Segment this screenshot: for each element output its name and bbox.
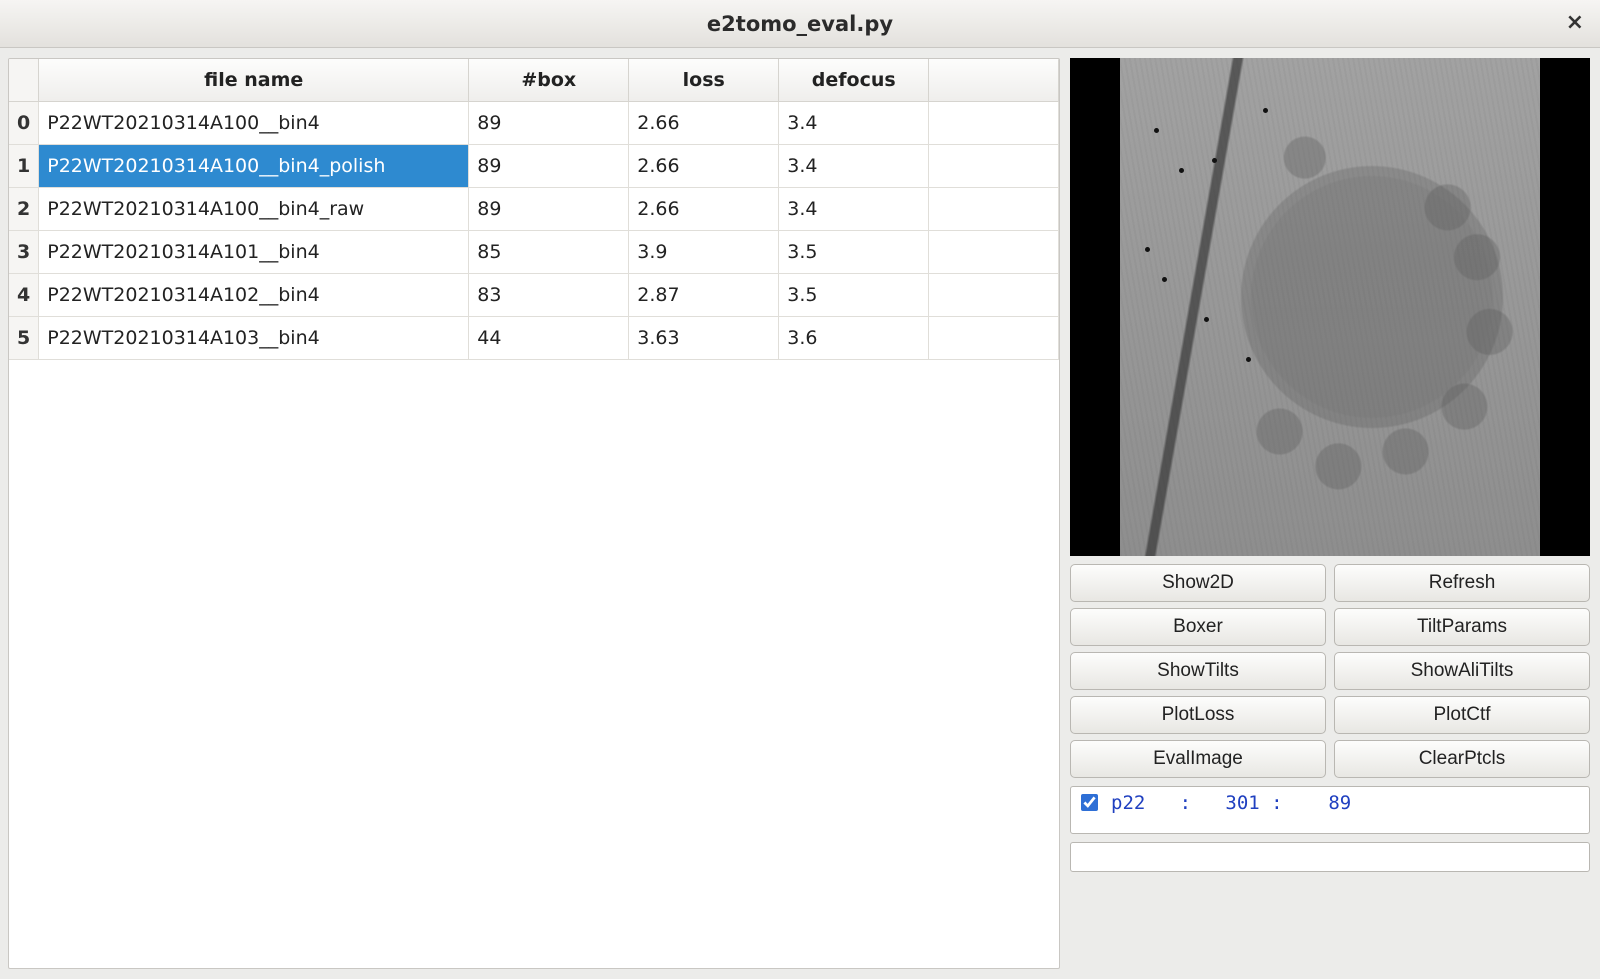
cell-filename[interactable]: P22WT20210314A103__bin4 bbox=[39, 317, 469, 360]
window-titlebar: e2tomo_eval.py × bbox=[0, 0, 1600, 48]
cell-spacer bbox=[929, 145, 1059, 188]
fiducial-dot bbox=[1154, 128, 1159, 133]
table-header-spacer bbox=[929, 59, 1059, 102]
table-row[interactable]: 4P22WT20210314A102__bin4832.873.5 bbox=[9, 274, 1059, 317]
table-panel: file name #box loss defocus 0P22WT202103… bbox=[8, 58, 1060, 969]
evalimage-button[interactable]: EvalImage bbox=[1070, 740, 1326, 778]
cell-spacer bbox=[929, 231, 1059, 274]
fiducial-dot bbox=[1246, 357, 1251, 362]
particle-set-label: p22 : 301 : 89 bbox=[1111, 792, 1351, 814]
tomogram-image bbox=[1120, 58, 1540, 556]
cell-box[interactable]: 44 bbox=[469, 317, 629, 360]
row-index: 0 bbox=[9, 102, 39, 145]
fiducial-dot bbox=[1212, 158, 1217, 163]
cell-defocus[interactable]: 3.4 bbox=[779, 145, 929, 188]
cell-box[interactable]: 85 bbox=[469, 231, 629, 274]
plotctf-button[interactable]: PlotCtf bbox=[1334, 696, 1590, 734]
particle-set-list[interactable]: p22 : 301 : 89 bbox=[1070, 786, 1590, 834]
cell-spacer bbox=[929, 102, 1059, 145]
particle-set-entry[interactable]: p22 : 301 : 89 bbox=[1077, 791, 1583, 814]
boxer-button[interactable]: Boxer bbox=[1070, 608, 1326, 646]
cell-loss[interactable]: 2.87 bbox=[629, 274, 779, 317]
row-index: 1 bbox=[9, 145, 39, 188]
table-header-loss[interactable]: loss bbox=[629, 59, 779, 102]
show2d-button[interactable]: Show2D bbox=[1070, 564, 1326, 602]
side-panel: Show2DRefreshBoxerTiltParamsShowTiltsSho… bbox=[1070, 58, 1590, 969]
action-button-grid: Show2DRefreshBoxerTiltParamsShowTiltsSho… bbox=[1070, 564, 1590, 778]
tomogram-preview[interactable] bbox=[1070, 58, 1590, 556]
cell-defocus[interactable]: 3.6 bbox=[779, 317, 929, 360]
cell-filename[interactable]: P22WT20210314A100__bin4_polish bbox=[39, 145, 469, 188]
table-header-box[interactable]: #box bbox=[469, 59, 629, 102]
status-bar bbox=[1070, 842, 1590, 872]
row-index: 2 bbox=[9, 188, 39, 231]
fiducial-dot bbox=[1204, 317, 1209, 322]
showtilts-button[interactable]: ShowTilts bbox=[1070, 652, 1326, 690]
cell-spacer bbox=[929, 188, 1059, 231]
particle-set-checkbox[interactable] bbox=[1081, 794, 1098, 811]
cell-loss[interactable]: 2.66 bbox=[629, 102, 779, 145]
cell-loss[interactable]: 2.66 bbox=[629, 145, 779, 188]
cell-filename[interactable]: P22WT20210314A100__bin4 bbox=[39, 102, 469, 145]
cell-box[interactable]: 89 bbox=[469, 145, 629, 188]
refresh-button[interactable]: Refresh bbox=[1334, 564, 1590, 602]
table-header-filename[interactable]: file name bbox=[39, 59, 469, 102]
cell-filename[interactable]: P22WT20210314A101__bin4 bbox=[39, 231, 469, 274]
plotloss-button[interactable]: PlotLoss bbox=[1070, 696, 1326, 734]
table-row[interactable]: 0P22WT20210314A100__bin4892.663.4 bbox=[9, 102, 1059, 145]
tomogram-table: file name #box loss defocus 0P22WT202103… bbox=[9, 59, 1059, 360]
cell-defocus[interactable]: 3.5 bbox=[779, 231, 929, 274]
fiducial-dot bbox=[1179, 168, 1184, 173]
cell-spacer bbox=[929, 274, 1059, 317]
cell-box[interactable]: 89 bbox=[469, 102, 629, 145]
fiducial-dot bbox=[1162, 277, 1167, 282]
main-content: file name #box loss defocus 0P22WT202103… bbox=[0, 48, 1600, 979]
cell-filename[interactable]: P22WT20210314A100__bin4_raw bbox=[39, 188, 469, 231]
cell-loss[interactable]: 3.63 bbox=[629, 317, 779, 360]
cell-loss[interactable]: 3.9 bbox=[629, 231, 779, 274]
table-row[interactable]: 2P22WT20210314A100__bin4_raw892.663.4 bbox=[9, 188, 1059, 231]
window-title: e2tomo_eval.py bbox=[707, 12, 893, 36]
cell-box[interactable]: 83 bbox=[469, 274, 629, 317]
cell-box[interactable]: 89 bbox=[469, 188, 629, 231]
cell-filename[interactable]: P22WT20210314A102__bin4 bbox=[39, 274, 469, 317]
table-row[interactable]: 5P22WT20210314A103__bin4443.633.6 bbox=[9, 317, 1059, 360]
row-index: 4 bbox=[9, 274, 39, 317]
cell-defocus[interactable]: 3.4 bbox=[779, 102, 929, 145]
table-scroll[interactable]: file name #box loss defocus 0P22WT202103… bbox=[9, 59, 1059, 360]
table-row[interactable]: 1P22WT20210314A100__bin4_polish892.663.4 bbox=[9, 145, 1059, 188]
fiducial-dot bbox=[1263, 108, 1268, 113]
cell-defocus[interactable]: 3.4 bbox=[779, 188, 929, 231]
cell-loss[interactable]: 2.66 bbox=[629, 188, 779, 231]
row-index: 5 bbox=[9, 317, 39, 360]
clearptcls-button[interactable]: ClearPtcls bbox=[1334, 740, 1590, 778]
tiltparams-button[interactable]: TiltParams bbox=[1334, 608, 1590, 646]
cell-defocus[interactable]: 3.5 bbox=[779, 274, 929, 317]
close-icon[interactable]: × bbox=[1566, 10, 1584, 35]
table-row[interactable]: 3P22WT20210314A101__bin4853.93.5 bbox=[9, 231, 1059, 274]
fiducial-dot bbox=[1145, 247, 1150, 252]
showalitilts-button[interactable]: ShowAliTilts bbox=[1334, 652, 1590, 690]
row-index: 3 bbox=[9, 231, 39, 274]
table-corner bbox=[9, 59, 39, 102]
cell-spacer bbox=[929, 317, 1059, 360]
table-header-defocus[interactable]: defocus bbox=[779, 59, 929, 102]
